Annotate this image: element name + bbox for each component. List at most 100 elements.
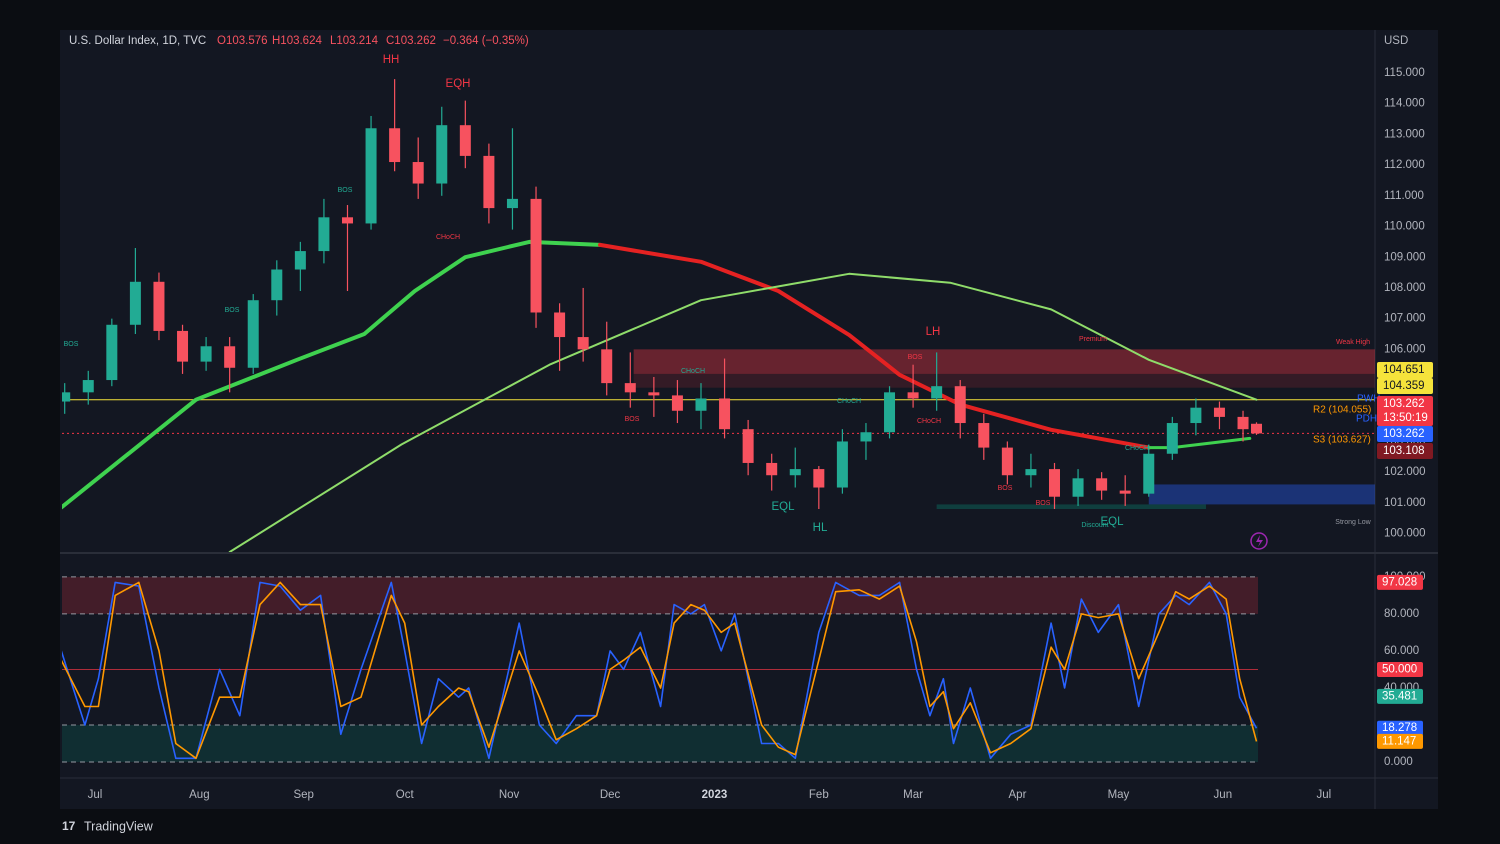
y-tick-label: 111.000 [1384,190,1424,202]
annotation: Premium [1079,336,1107,343]
candle-body [624,383,636,393]
value-flag [1377,661,1423,677]
y-tick-label: 108.000 [1384,282,1426,294]
x-tick-label: Feb [809,789,829,801]
y-tick-label: 80.000 [1384,608,1419,620]
annotation: HL [813,522,828,534]
value-flag [1377,720,1423,736]
candle-body [1096,478,1108,491]
candle-body [601,349,613,384]
candle-body [129,281,141,325]
x-tick-label: Jul [88,789,103,801]
x-tick-label: 2023 [702,789,728,801]
candle-body [954,386,966,424]
annotation: EQL [771,501,795,513]
x-tick-label: Nov [499,789,520,801]
x-tick-label: Dec [600,789,621,801]
price-flag [1377,396,1433,426]
x-tick-label: Oct [396,789,415,801]
value-flag-label: 11.147 [1382,735,1416,747]
annotation: CHoCH [1125,445,1149,452]
candle-body [247,300,259,368]
zone [633,349,1375,374]
annotation: CHoCH [917,418,941,425]
y-tick-label: 112.000 [1384,159,1425,171]
pane [62,576,1258,763]
ohlc-low: L103.214 [330,35,379,47]
candle-body [1237,416,1249,430]
annotation: EQL [1100,516,1124,528]
candle-body [82,380,94,393]
price-flag [1377,362,1433,378]
value-flag-label: 18.278 [1382,722,1417,734]
price-flag [1377,443,1433,459]
annotation: BOS [1036,500,1051,507]
price-flag [1377,426,1433,442]
annotation: BOS [338,187,353,194]
candle-body [1072,478,1084,497]
value-flag [1377,733,1423,749]
value-flag-label: 50.000 [1382,663,1417,675]
zone [633,373,1375,388]
brand-name: TradingView [84,819,154,833]
candle-body [978,423,990,448]
candle-body [1250,423,1262,434]
x-tick-label: Sep [293,789,313,801]
candle-body [365,128,377,224]
alert-icon[interactable] [1250,532,1268,550]
candle-body [789,469,801,476]
annotation: PWH [1357,394,1380,405]
annotation: CHoCH [837,398,861,405]
y-tick-label: 101.000 [1384,497,1426,509]
candle-body [719,398,731,430]
candle-body [554,312,566,338]
symbol-title: U.S. Dollar Index, 1D, TVC [69,35,206,47]
annotation: Weak High [1336,339,1370,346]
countdown: 13:50:19 [1383,412,1428,424]
annotation: BOS [225,307,240,314]
y-tick-label: 113.000 [1384,128,1425,140]
candle-body [766,462,778,476]
candle-body [483,155,495,209]
candle-body [106,324,118,381]
x-tick-label: Aug [189,789,209,801]
price-flag-label: 104.359 [1383,380,1425,392]
price-flag-label: 103.262 [1383,428,1425,440]
candle-body [695,398,707,411]
oscillator-line [62,581,1258,760]
candle-body [436,125,448,184]
x-tick-label: Mar [903,789,923,801]
annotation: Strong Low [1335,519,1371,526]
annotation: Discount [1081,522,1108,529]
candle-body [294,251,306,270]
value-flag [1377,688,1423,704]
candle-body [813,469,825,488]
candle-body [1166,423,1178,454]
candle-body [860,432,872,442]
candle-body [907,392,919,399]
annotation: BOS [625,416,640,423]
annotation: S3 (103.627) [1313,435,1371,446]
candle-body [1048,469,1060,497]
y-tick-label: 110.000 [1384,221,1425,233]
currency-label: USD [1384,35,1408,47]
moving-average [228,272,1258,552]
annotation: R2 (104.055) [1313,405,1371,416]
price-flag-label: 103.108 [1383,445,1425,457]
y-tick-label: 109.000 [1384,251,1426,263]
y-tick-label: 106.000 [1384,343,1426,355]
candle-body [1119,490,1131,494]
candle-body [671,395,683,411]
y-tick-label: 114.000 [1384,98,1425,110]
candle-body [836,441,848,488]
candle-body [931,386,943,399]
candle-body [884,392,896,433]
annotation: HH [383,54,400,66]
ohlc-high: H103.624 [272,35,322,47]
annotation: CHoCH [436,234,460,241]
candle-body [530,198,542,313]
value-flag [1377,574,1423,590]
y-tick-label: 100.000 [1384,528,1426,540]
candle-body [200,346,212,362]
